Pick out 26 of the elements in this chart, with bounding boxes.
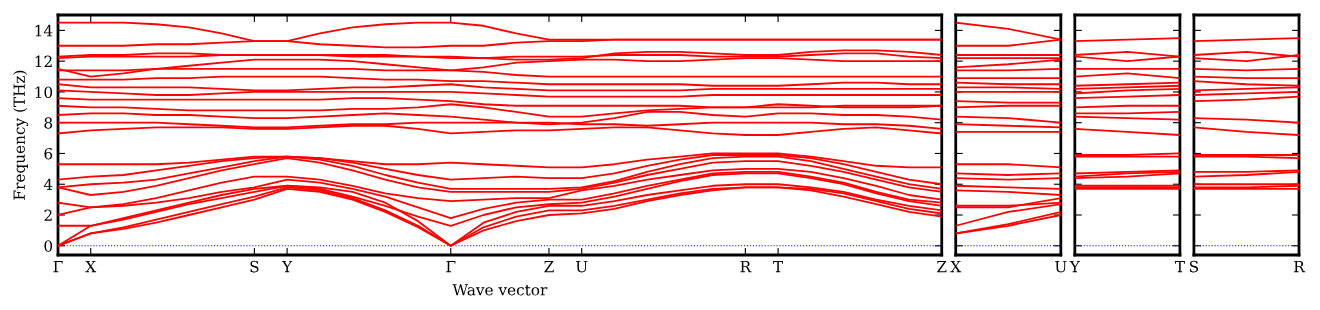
x-tick-label: Y <box>1069 261 1080 273</box>
x-tick-label: U <box>1055 261 1067 273</box>
x-tick-label: X <box>950 261 962 273</box>
x-tick-label: Γ <box>446 261 456 273</box>
x-tick-label: T <box>1174 261 1185 273</box>
x-tick-label: X <box>85 261 97 273</box>
x-axis-title: Wave vector <box>452 284 548 296</box>
x-tick-label: Z <box>544 261 554 273</box>
x-tick-label: Γ <box>53 261 63 273</box>
y-tick-label: 14 <box>35 24 53 37</box>
x-tick-label: Z <box>937 261 947 273</box>
y-tick-label: 0 <box>44 240 53 252</box>
y-tick-label: 2 <box>44 209 52 221</box>
y-tick-label: 12 <box>35 55 52 67</box>
x-tick-label: S <box>1189 260 1199 273</box>
x-tick-label: R <box>740 261 752 273</box>
y-axis-title: Frequency (THz) <box>13 70 29 200</box>
y-tick-label: 6 <box>44 147 53 160</box>
y-tick-label: 8 <box>44 117 53 129</box>
x-tick-label: R <box>1294 261 1306 273</box>
x-tick-label: U <box>575 261 588 273</box>
x-tick-label: Y <box>281 261 293 273</box>
x-tick-label: T <box>773 261 784 273</box>
y-tick-label: 4 <box>43 178 53 191</box>
y-tick-label: 10 <box>35 86 53 98</box>
x-tick-label: S <box>250 260 259 273</box>
